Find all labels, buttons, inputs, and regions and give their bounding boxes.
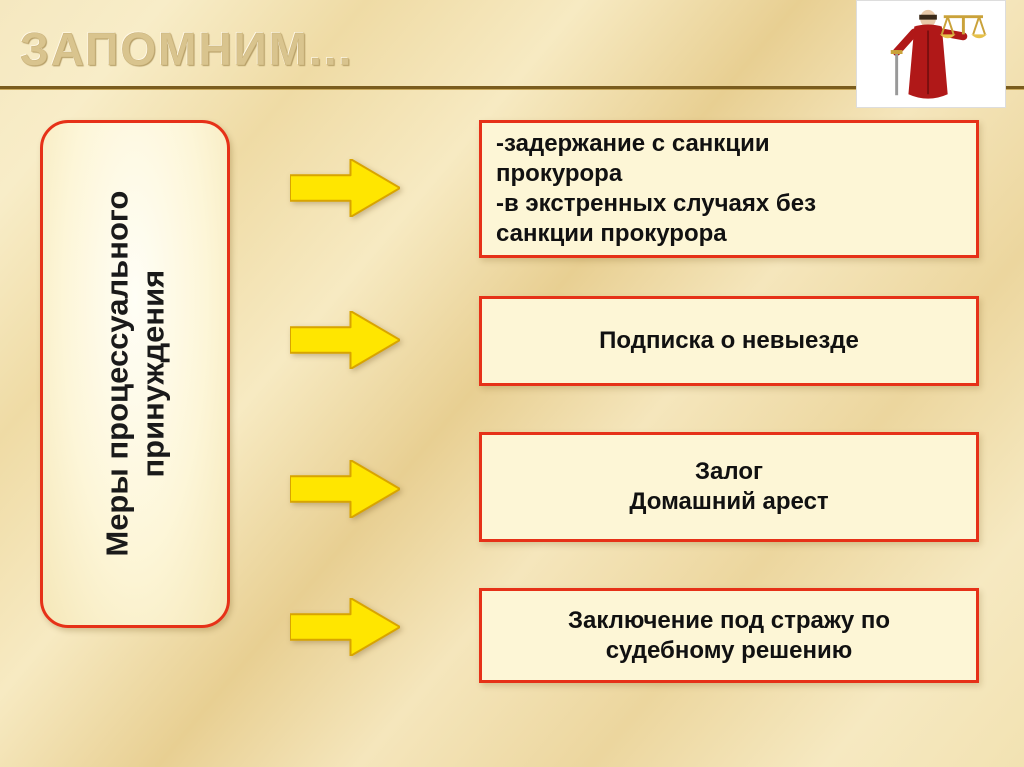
target-box-1: -задержание с санкциипрокурора-в экстрен… [479,120,979,258]
target-box-2: Подписка о невыезде [479,296,979,386]
page-title: ЗАПОМНИМ... [20,22,354,76]
arrow-3 [290,460,400,518]
target-text-1: -задержание с санкциипрокурора-в экстрен… [496,129,816,249]
source-label: Меры процессуальногопринуждения [99,191,170,557]
target-text-4: Заключение под стражу посудебному решени… [568,606,890,666]
arrow-1 [290,159,400,217]
target-box-3: ЗалогДомашний арест [479,432,979,542]
arrow-4 [290,598,400,656]
target-box-4: Заключение под стражу посудебному решени… [479,588,979,683]
source-box: Меры процессуальногопринуждения [40,120,230,628]
arrow-2 [290,311,400,369]
target-text-3: ЗалогДомашний арест [629,457,828,517]
target-text-2: Подписка о невыезде [599,326,859,356]
justice-image [856,0,1006,108]
